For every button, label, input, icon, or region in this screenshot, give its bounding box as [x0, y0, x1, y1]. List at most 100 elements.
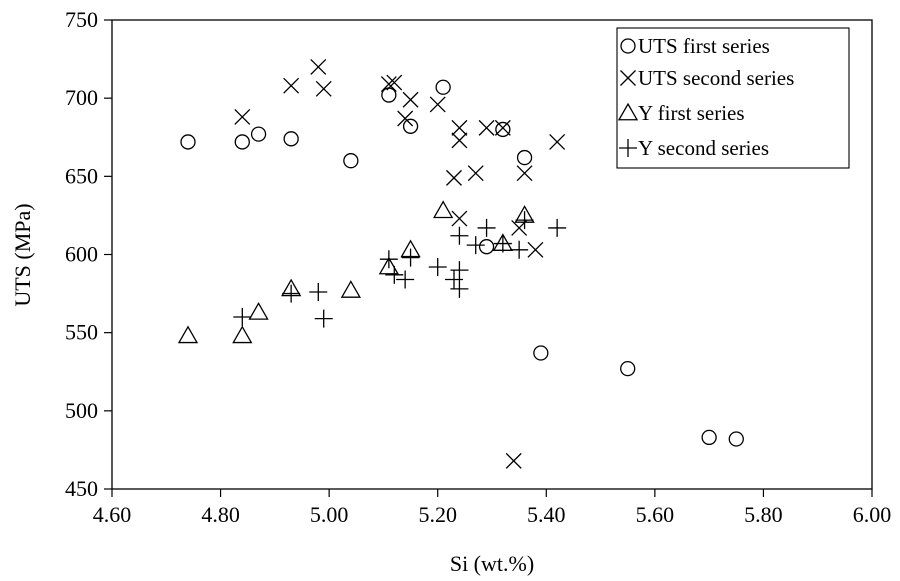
- legend-symbol-circle: [620, 38, 636, 54]
- data-point-plus: [401, 248, 420, 267]
- data-point-x: [478, 119, 495, 136]
- data-point-circle: [620, 360, 636, 377]
- data-points: [177, 58, 744, 469]
- data-point-plus: [450, 226, 469, 245]
- x-tick-label: 5.60: [636, 502, 675, 527]
- y-tick-label: 650: [65, 163, 98, 188]
- data-point-x: [549, 133, 566, 150]
- data-point-plus: [477, 218, 496, 237]
- legend-marker-x: [620, 70, 636, 86]
- data-point-circle: [435, 79, 451, 95]
- y-tick-label: 450: [65, 476, 98, 501]
- x-tick-label: 5.00: [310, 502, 349, 527]
- legend-symbol-triangle: [617, 102, 639, 121]
- data-point-plus: [493, 234, 512, 253]
- y-tick-label: 700: [65, 85, 98, 110]
- data-point-circle: [402, 118, 419, 134]
- legend-item-3: Y second series: [619, 136, 769, 160]
- legend-box: [616, 27, 850, 169]
- x-tick-label: 4.60: [93, 502, 132, 527]
- x-axis-title: Si (wt.%): [450, 551, 534, 576]
- x-tick-label: 5.20: [418, 502, 457, 527]
- y-axis: 450 500 550 600 650 700 750: [65, 7, 112, 501]
- data-point-circle: [728, 431, 744, 447]
- data-point-plus: [385, 265, 404, 284]
- data-point-plus: [445, 270, 463, 289]
- data-point-plus: [233, 308, 252, 327]
- legend-marker-circle: [620, 38, 636, 54]
- data-point-x: [505, 452, 522, 469]
- data-point-triangle: [232, 325, 253, 344]
- data-point-plus: [314, 309, 333, 328]
- y-tick-label: 550: [65, 320, 98, 345]
- data-point-triangle: [340, 280, 361, 298]
- data-point-circle: [283, 131, 299, 147]
- data-point-x: [467, 165, 484, 182]
- legend-label: UTS second series: [638, 66, 794, 90]
- data-point-x: [527, 241, 544, 258]
- y-tick-label: 500: [65, 398, 98, 423]
- data-point-plus: [428, 258, 447, 277]
- data-point-x: [402, 91, 419, 108]
- y-axis-title: UTS (MPa): [10, 203, 35, 306]
- data-point-circle: [516, 149, 533, 166]
- legend-symbol-x: [620, 70, 636, 86]
- data-point-x: [386, 74, 403, 91]
- data-point-triangle: [248, 302, 269, 320]
- data-point-x: [429, 96, 446, 113]
- data-point-circle: [381, 87, 397, 103]
- data-point-x: [494, 119, 511, 136]
- data-point-x: [315, 80, 332, 97]
- legend-marker-triangle: [617, 102, 639, 121]
- x-tick-label: 5.40: [527, 502, 566, 527]
- y-tick-label: 750: [65, 7, 98, 32]
- data-point-x: [451, 132, 468, 149]
- data-point-x: [516, 165, 533, 182]
- data-point-x: [451, 210, 468, 227]
- series-0: [180, 79, 744, 447]
- data-point-circle: [478, 239, 495, 255]
- data-point-x: [283, 77, 300, 94]
- data-point-plus: [450, 279, 469, 298]
- data-point-x: [397, 110, 414, 127]
- data-point-x: [446, 169, 462, 186]
- x-axis: 4.60 4.80 5.00 5.20 5.40 5.60 5.80 6.00: [93, 489, 892, 527]
- data-point-plus: [309, 283, 328, 302]
- legend-label: UTS first series: [638, 34, 770, 58]
- legend-item-2: Y first series: [617, 101, 745, 125]
- legend: UTS first series UTS second series Y fir…: [616, 27, 850, 169]
- legend-label: Y first series: [638, 101, 745, 125]
- x-tick-label: 4.80: [201, 502, 240, 527]
- data-point-circle: [180, 134, 196, 150]
- data-point-plus: [379, 250, 398, 269]
- y-tick-label: 600: [65, 242, 98, 267]
- series-1: [234, 58, 566, 469]
- data-point-triangle: [378, 256, 399, 275]
- data-point-circle: [250, 126, 267, 142]
- x-tick-label: 5.80: [744, 502, 783, 527]
- data-point-x: [234, 108, 251, 125]
- legend-item-0: UTS first series: [620, 34, 770, 58]
- x-tick-label: 6.00: [853, 502, 892, 527]
- data-point-x: [451, 119, 468, 136]
- data-point-triangle: [177, 325, 199, 344]
- legend-marker-plus: [619, 139, 637, 157]
- data-point-circle: [343, 153, 359, 169]
- legend-label: Y second series: [638, 136, 769, 160]
- data-point-plus: [466, 236, 485, 255]
- series-2: [177, 200, 535, 344]
- data-point-plus: [548, 218, 567, 237]
- data-point-x: [380, 76, 397, 93]
- data-point-circle: [701, 429, 717, 446]
- data-point-circle: [495, 121, 511, 138]
- data-point-x: [310, 58, 327, 75]
- series-3: [233, 211, 567, 328]
- data-point-plus: [515, 211, 534, 230]
- legend-item-1: UTS second series: [620, 66, 794, 90]
- data-point-triangle: [433, 200, 454, 219]
- data-point-plus: [396, 270, 415, 289]
- data-point-circle: [234, 134, 250, 150]
- data-point-plus: [282, 284, 301, 303]
- legend-symbol-plus: [619, 139, 637, 157]
